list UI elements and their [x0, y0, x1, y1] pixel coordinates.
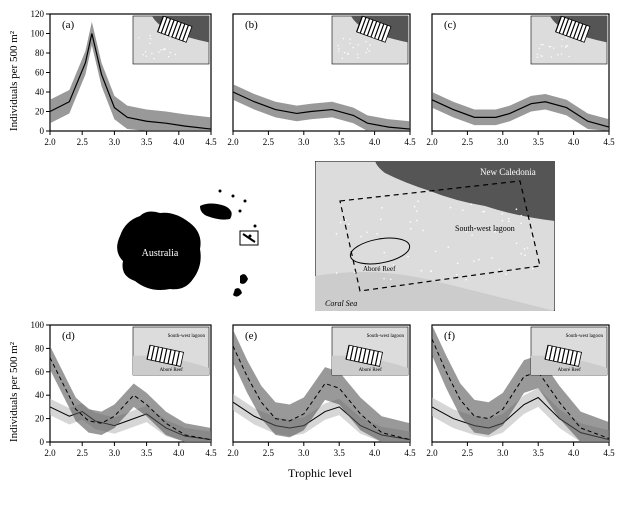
- svg-text:4.0: 4.0: [369, 448, 381, 458]
- svg-text:4.0: 4.0: [369, 137, 381, 147]
- svg-text:2.0: 2.0: [44, 448, 56, 458]
- svg-text:2.5: 2.5: [462, 448, 474, 458]
- svg-text:3.0: 3.0: [298, 448, 310, 458]
- svg-text:(e): (e): [245, 330, 258, 342]
- svg-text:3.5: 3.5: [141, 448, 153, 458]
- svg-text:120: 120: [31, 9, 45, 19]
- svg-text:3.0: 3.0: [109, 137, 121, 147]
- ylabel-bottom: Individuals per 500 m²: [8, 341, 20, 441]
- svg-text:2.0: 2.0: [426, 448, 438, 458]
- svg-text:3.0: 3.0: [109, 448, 121, 458]
- xlabel: Trophic level: [8, 466, 632, 481]
- svg-text:20: 20: [35, 414, 45, 424]
- map-australia: Australia: [85, 161, 285, 311]
- svg-text:2.5: 2.5: [263, 137, 275, 147]
- svg-text:3.5: 3.5: [334, 448, 346, 458]
- svg-text:4.0: 4.0: [173, 137, 185, 147]
- panel-e: 2.0 2.5 3.0 3.5 4.0 4.5 (e) South-west lagoon Ab…: [221, 319, 416, 464]
- svg-text:4.5: 4.5: [205, 448, 217, 458]
- svg-text:Aboré Reef: Aboré Reef: [160, 368, 184, 373]
- svg-text:Coral Sea: Coral Sea: [325, 299, 357, 308]
- svg-text:2.0: 2.0: [227, 137, 239, 147]
- svg-text:Australia: Australia: [142, 248, 179, 259]
- svg-text:4.5: 4.5: [404, 137, 416, 147]
- panel-a: Individuals per 500 m² 2.02.53.03.54.04.…: [22, 8, 217, 153]
- svg-text:40: 40: [35, 87, 45, 97]
- svg-text:2.5: 2.5: [462, 137, 474, 147]
- svg-text:South-west lagoon: South-west lagoon: [455, 224, 515, 233]
- svg-text:2.5: 2.5: [77, 137, 89, 147]
- svg-text:60: 60: [35, 68, 45, 78]
- panel-d: Individuals per 500 m² 2.02.53.03.54.04.…: [22, 319, 217, 464]
- svg-text:40: 40: [35, 390, 45, 400]
- svg-text:3.5: 3.5: [334, 137, 346, 147]
- svg-text:4.0: 4.0: [568, 448, 580, 458]
- svg-text:4.0: 4.0: [173, 448, 185, 458]
- svg-text:(f): (f): [444, 330, 455, 342]
- map-region: New Caledonia South-west lagoon Aboré Reef…: [315, 161, 555, 311]
- top-row: Individuals per 500 m² 2.0 2.5 3.0 3.5 4.0 4.…: [8, 8, 632, 153]
- svg-text:3.0: 3.0: [497, 137, 509, 147]
- panel-c: 2.0 2.5 3.0 3.5 4.0 4.5 (c): [420, 8, 615, 153]
- svg-text:4.5: 4.5: [205, 137, 217, 147]
- svg-text:3.5: 3.5: [141, 137, 153, 147]
- svg-text:Aboré Reef: Aboré Reef: [359, 368, 383, 373]
- svg-text:80: 80: [35, 343, 45, 353]
- svg-text:80: 80: [35, 48, 45, 58]
- svg-text:2.0: 2.0: [227, 448, 239, 458]
- svg-text:4.5: 4.5: [603, 448, 615, 458]
- panel-b: 2.0 2.5 3.0 3.5 4.0 4.5 (b): [221, 8, 416, 153]
- svg-text:South-west lagoon: South-west lagoon: [168, 334, 206, 339]
- svg-text:20: 20: [35, 107, 45, 117]
- svg-text:2.0: 2.0: [426, 137, 438, 147]
- svg-text:3.5: 3.5: [533, 448, 545, 458]
- svg-text:0: 0: [40, 126, 45, 136]
- svg-text:3.0: 3.0: [298, 137, 310, 147]
- svg-text:New Caledonia: New Caledonia: [480, 167, 536, 177]
- svg-text:2.5: 2.5: [263, 448, 275, 458]
- svg-text:4.0: 4.0: [568, 137, 580, 147]
- svg-text:100: 100: [31, 29, 45, 39]
- svg-text:60: 60: [35, 367, 45, 377]
- svg-text:100: 100: [31, 320, 45, 330]
- panel-f: 2.0 2.5 3.0 3.5 4.0 4.5 (f) South-west lagoon Ab…: [420, 319, 615, 464]
- svg-text:Aboré Reef: Aboré Reef: [558, 368, 582, 373]
- svg-text:3.0: 3.0: [497, 448, 509, 458]
- svg-text:South-west lagoon: South-west lagoon: [367, 334, 405, 339]
- svg-text:Aboré Reef: Aboré Reef: [363, 265, 396, 273]
- bottom-row: Individuals per 500 m² 2.0 2.5 3.0 3.5 4.0 4.…: [8, 319, 632, 464]
- svg-text:(c): (c): [444, 19, 457, 31]
- mid-row: Australia New Caledonia South-west lagoon…: [8, 161, 632, 311]
- svg-text:(b): (b): [245, 19, 258, 31]
- svg-text:4.5: 4.5: [404, 448, 416, 458]
- svg-text:2.5: 2.5: [77, 448, 89, 458]
- svg-text:2.0: 2.0: [44, 137, 56, 147]
- svg-text:(d): (d): [62, 330, 75, 342]
- ylabel-top: Individuals per 500 m²: [8, 30, 20, 130]
- svg-text:(a): (a): [62, 19, 75, 31]
- svg-text:4.5: 4.5: [603, 137, 615, 147]
- svg-text:South-west lagoon: South-west lagoon: [566, 334, 604, 339]
- svg-text:3.5: 3.5: [533, 137, 545, 147]
- svg-text:0: 0: [40, 437, 45, 447]
